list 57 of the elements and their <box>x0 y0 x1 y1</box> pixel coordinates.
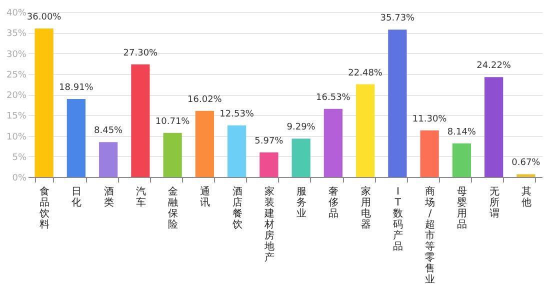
bar <box>420 130 439 177</box>
y-tick-label: 25% <box>6 70 27 80</box>
x-tick-label: 其他 <box>521 186 532 208</box>
bar <box>98 142 118 177</box>
bar <box>324 108 343 177</box>
data-label: 9.29% <box>286 122 316 133</box>
x-tick-label: 汽车 <box>136 186 146 208</box>
bar <box>227 125 246 177</box>
bar <box>34 28 54 177</box>
bar <box>195 110 214 177</box>
data-label: 16.02% <box>188 94 222 105</box>
data-label: 12.53% <box>220 109 254 120</box>
bar <box>356 84 375 177</box>
bar <box>66 98 86 177</box>
data-label: 8.45% <box>94 126 124 136</box>
y-tick-label: 40% <box>6 8 27 18</box>
bar <box>516 174 536 177</box>
data-label: 24.22% <box>476 61 512 72</box>
x-tick-label: IT数码产品 <box>392 186 403 252</box>
x-tick-label: 酒店餐饮 <box>231 186 242 230</box>
category-label: 商场/超市等零售业 <box>425 186 436 286</box>
x-tick-label: 母婴用品 <box>457 186 468 230</box>
data-label: 18.91% <box>59 82 94 93</box>
data-label: 8.14% <box>447 127 476 138</box>
x-tick-label: 奢侈品 <box>328 186 339 220</box>
x-tick-label: 服务业 <box>296 186 307 220</box>
y-tick-label: 35% <box>6 29 27 40</box>
data-label: 11.30% <box>412 114 448 124</box>
bar <box>484 77 504 177</box>
data-label: 5.97% <box>254 136 284 146</box>
x-tick-label: 无所谓 <box>489 186 500 220</box>
y-tick-label: 5% <box>12 152 27 163</box>
bar <box>131 64 150 177</box>
data-label: 35.73% <box>380 14 416 24</box>
x-tick-label: 酒类 <box>104 186 114 208</box>
bar <box>260 152 278 177</box>
data-label: 0.67% <box>512 158 541 168</box>
data-label: 10.71% <box>155 116 190 127</box>
y-tick-label: 0% <box>12 174 27 184</box>
x-tick-label: 家用电器 <box>360 186 371 230</box>
x-tick-label: 金融保险 <box>168 186 178 230</box>
data-label: 36.00% <box>26 12 62 22</box>
data-label: 22.48% <box>348 68 383 78</box>
x-tick-label: 日化 <box>72 186 82 208</box>
x-tick-label: 家装建材房地产 <box>263 186 274 264</box>
y-tick-label: 20% <box>6 91 27 101</box>
data-label: 16.53% <box>316 92 351 103</box>
y-tick-label: 30% <box>6 50 27 60</box>
x-tick-label: 食品饮料 <box>38 186 50 230</box>
bar <box>452 143 472 177</box>
x-tick-label: 通讯 <box>200 186 210 208</box>
data-label: 27.30% <box>123 48 158 58</box>
bar <box>388 30 407 177</box>
y-tick-label: 10% <box>6 132 27 142</box>
y-tick-label: 15% <box>6 112 27 122</box>
bar <box>163 132 182 177</box>
bar <box>292 138 310 177</box>
